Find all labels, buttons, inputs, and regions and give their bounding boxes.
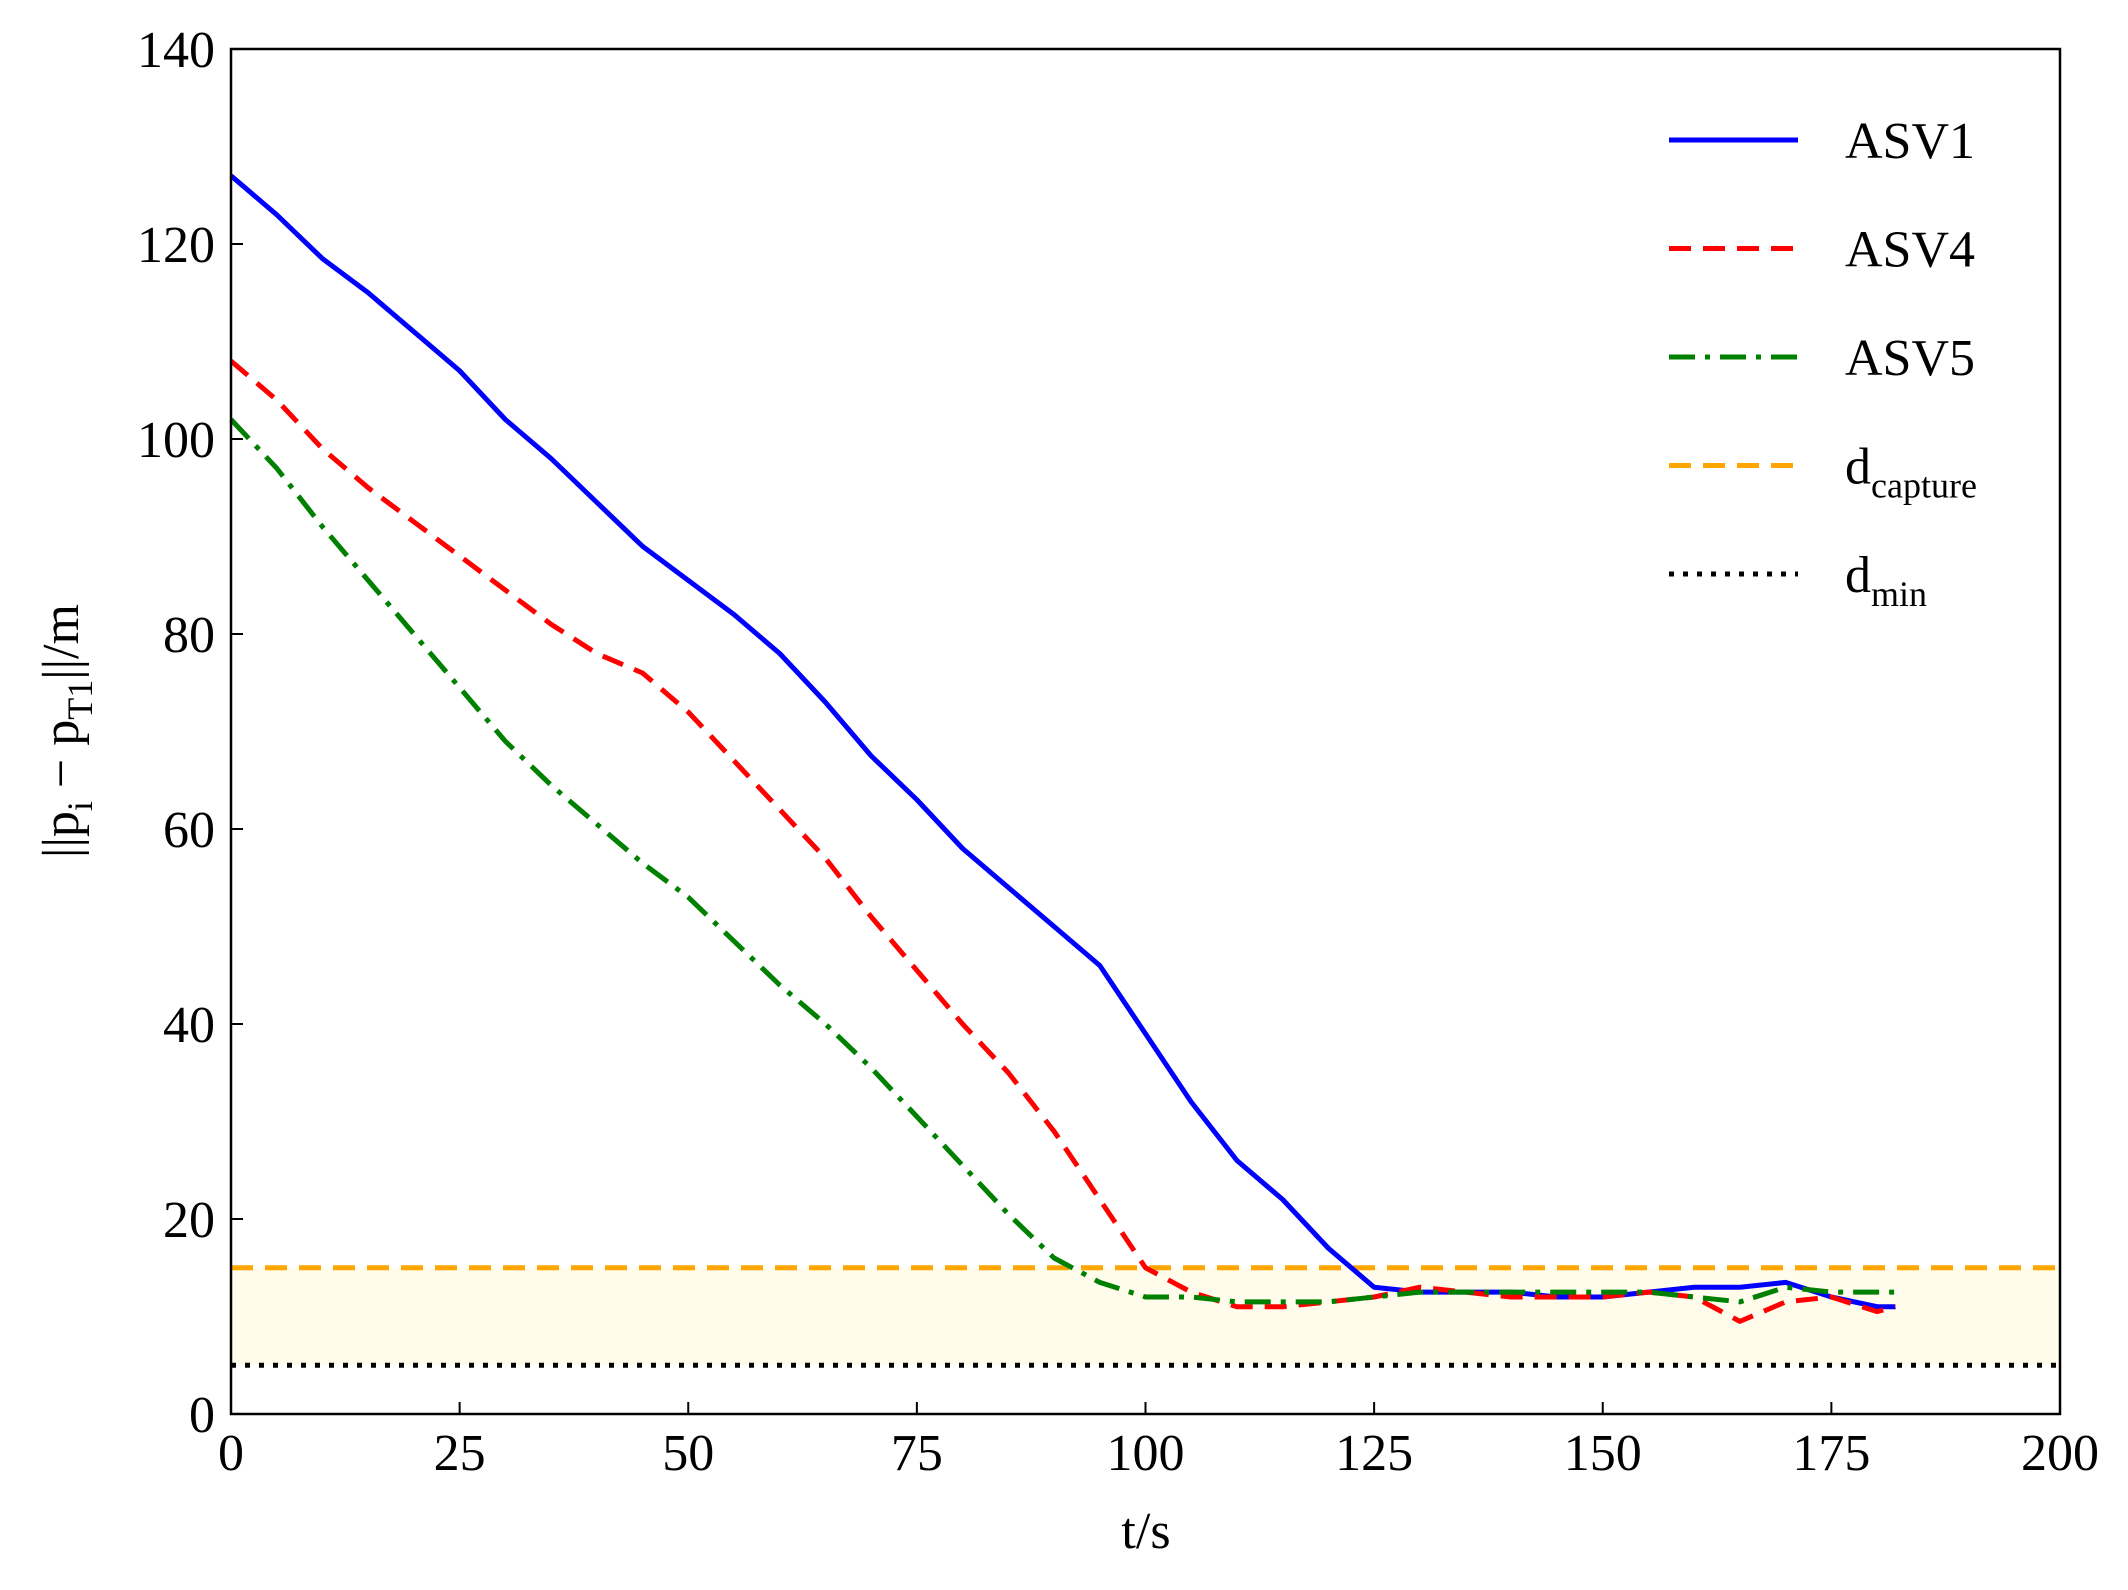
y-tick-label: 120 (137, 217, 215, 274)
x-tick-label: 200 (2021, 1425, 2099, 1482)
x-tick-label: 150 (1564, 1425, 1642, 1482)
y-tick-label: 80 (163, 607, 215, 664)
legend-label-text: ASV1 (1845, 113, 1975, 170)
legend-label: dcapture (1845, 439, 1977, 506)
y-tick-label: 140 (137, 22, 215, 79)
y-axis-label-part: ||p (33, 811, 90, 858)
series-line (229, 173, 1896, 1310)
plot-frame (229, 47, 2062, 1416)
legend-label: ASV1 (1845, 113, 1975, 170)
x-tick-label: 0 (218, 1425, 244, 1482)
legend-label: ASV4 (1845, 222, 1975, 279)
y-tick-label: 100 (137, 412, 215, 469)
legend-label-text: ASV5 (1845, 330, 1975, 387)
legend-label-subscript: min (1871, 574, 1927, 614)
series-line (229, 359, 1897, 1324)
x-tick-label: 100 (1107, 1425, 1185, 1482)
legend-label: dmin (1845, 547, 1927, 614)
legend-label-subscript: capture (1871, 466, 1977, 506)
y-tick-label: 20 (163, 1192, 215, 1249)
y-axis-label-subscript: i (60, 801, 100, 811)
y-tick-label: 40 (163, 997, 215, 1054)
x-tick-label: 50 (662, 1425, 714, 1482)
legend-label: ASV5 (1845, 330, 1975, 387)
series-line (229, 417, 1896, 1305)
legend-label-text: d (1845, 547, 1871, 604)
y-axis-label-part: ||/m (33, 604, 90, 680)
x-tick-label: 125 (1335, 1425, 1413, 1482)
y-axis-label-subscript: T1 (60, 680, 100, 720)
x-tick-label: 75 (891, 1425, 943, 1482)
x-tick-label: 175 (1792, 1425, 1870, 1482)
y-tick-label: 60 (163, 802, 215, 859)
legend-label-text: ASV4 (1845, 222, 1975, 279)
x-axis-label: t/s (1121, 1503, 1170, 1560)
legend-label-text: d (1845, 439, 1871, 496)
y-axis-label-part: − p (33, 720, 90, 801)
x-tick-label: 25 (434, 1425, 486, 1482)
y-tick-label: 0 (189, 1387, 215, 1444)
y-axis-label: ||pi − pT1||/m (33, 604, 100, 858)
